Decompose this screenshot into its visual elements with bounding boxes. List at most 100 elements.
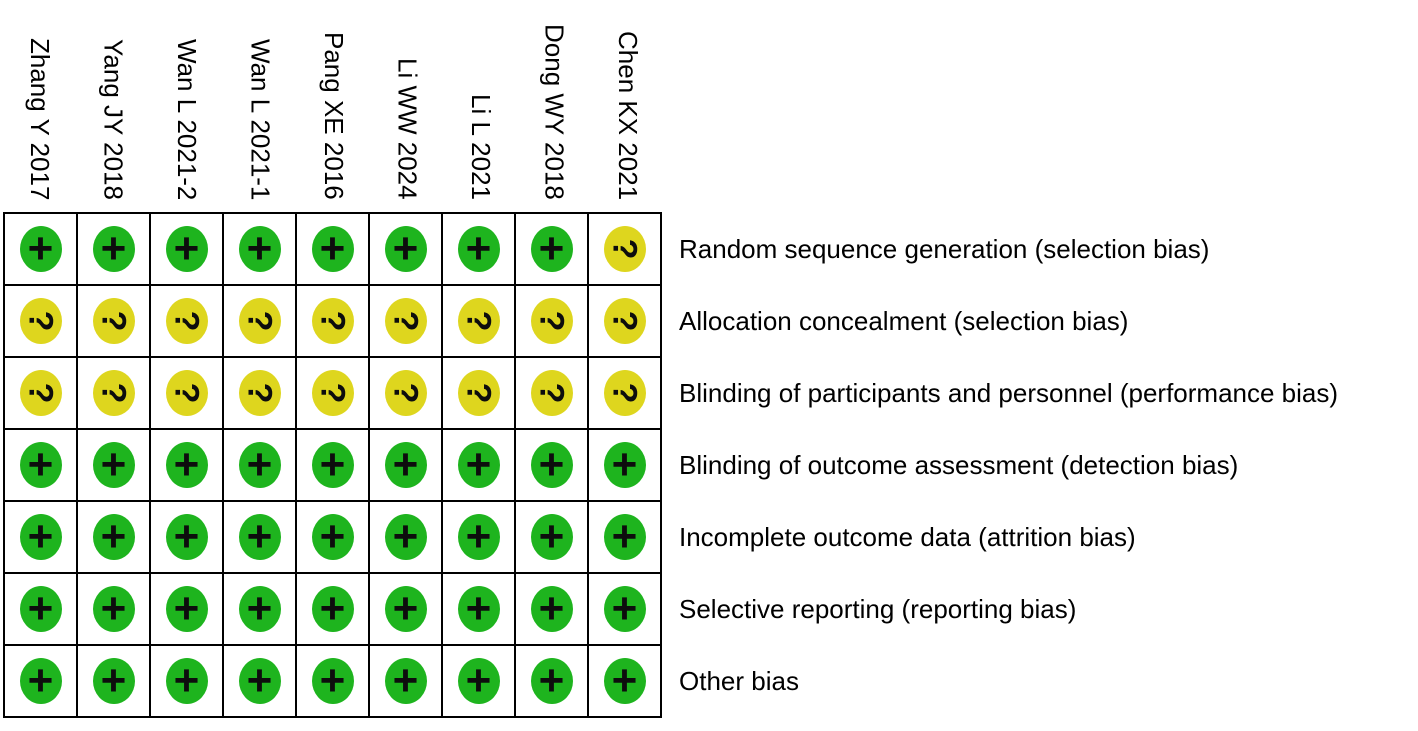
study-name: Pang XE 2016 [318,32,349,200]
plus-icon: + [246,512,273,561]
unclear-risk-circle-icon: ? [457,298,500,344]
question-mark-icon: ? [240,310,279,332]
low-risk-circle-icon: + [603,586,646,632]
low-risk-circle-icon: + [311,514,354,560]
plus-icon: + [27,656,54,705]
plus-icon: + [538,224,565,273]
judgment-cell: ? [76,356,151,430]
judgment-cell: + [76,572,151,646]
plus-icon: + [27,224,54,273]
plus-icon: + [392,512,419,561]
plus-icon: + [100,224,127,273]
judgment-cell: + [222,572,297,646]
low-risk-circle-icon: + [238,658,281,704]
low-risk-circle-icon: + [530,658,573,704]
unclear-risk-circle-icon: ? [603,226,646,272]
judgment-cell: + [441,500,516,574]
unclear-risk-circle-icon: ? [384,298,427,344]
judgment-cell: + [368,572,443,646]
question-mark-icon: ? [167,310,206,332]
judgment-cell: ? [76,284,151,358]
plus-icon: + [465,584,492,633]
plus-icon: + [538,512,565,561]
table-row: + + + + + + + + + Blinding of outcome assessment … [3,428,1339,502]
low-risk-circle-icon: + [603,512,646,561]
judgment-cell: + [514,428,589,502]
judgment-cell: + [76,212,151,286]
table-row: + + + + + + + +? Random sequence generation (sel… [3,212,1339,286]
plus-icon: + [319,224,346,273]
study-header: Yang JY 2018 [77,0,151,209]
judgment-cell: ? [3,356,78,430]
judgment-cell: + [149,500,224,574]
domain-label: Blinding of participants and personnel (… [679,377,1339,408]
judgment-cell: + [222,212,297,286]
judgment-cell: + [441,212,516,286]
judgment-cell: ? [3,284,78,358]
judgment-cell: + [368,500,443,574]
low-risk-circle-icon: + [530,224,573,273]
judgment-cell: + [514,212,589,286]
judgment-cell: + [368,644,443,718]
unclear-risk-circle-icon: ? [311,298,354,344]
study-header: Dong WY 2018 [518,0,592,209]
study-header: Wan L 2021-2 [150,0,224,209]
low-risk-circle-icon: + [165,226,208,272]
study-header: Li WW 2024 [371,0,445,209]
unclear-risk-circle-icon: ? [19,370,62,416]
low-risk-circle-icon: + [92,658,135,704]
study-name: Wan L 2021-2 [171,38,202,200]
question-mark-icon: ? [532,310,571,332]
low-risk-circle-icon: + [19,514,62,560]
domain-label: Other bias [679,665,799,696]
rob-table-body: + + + + + + + +? Random sequence generation (sel… [3,212,1339,718]
low-risk-circle-icon: + [311,586,354,632]
low-risk-circle-icon: + [311,442,354,488]
study-headers: Zhang Y 2017 Yang JY 2018 Wan L 2021-2 Wan … [3,0,665,209]
low-risk-circle-icon: + [603,658,646,704]
plus-icon: + [465,512,492,561]
low-risk-circle-icon: + [457,658,500,704]
low-risk-circle-icon: + [530,586,573,632]
table-row: ????????? Allocation concealment (selecti… [3,284,1339,358]
table-row: ????????? Blinding of participants and pe… [3,356,1339,430]
unclear-risk-circle-icon: ? [384,370,427,416]
judgment-cell: ? [149,356,224,430]
study-header: Pang XE 2016 [297,0,371,209]
table-row: + + + + + + + + + Other bias [3,644,1339,718]
low-risk-circle-icon: + [19,224,62,273]
judgment-cell: ? [587,356,662,430]
judgment-cell: ? [368,356,443,430]
table-row: + + + + + + + + + Selective reporting (reporting … [3,572,1339,646]
low-risk-circle-icon: + [165,514,208,560]
question-mark-icon: ? [167,382,206,404]
low-risk-circle-icon: + [165,658,208,704]
judgment-cell: + [149,212,224,286]
plus-icon: + [392,440,419,489]
judgment-cell: + [587,644,662,718]
judgment-cell: + [441,644,516,718]
question-mark-icon: ? [532,382,571,404]
plus-icon: + [611,512,638,561]
judgment-cell: + [222,500,297,574]
low-risk-circle-icon: + [457,442,500,488]
judgment-cell: ? [222,356,297,430]
plus-icon: + [246,224,273,273]
low-risk-circle-icon: + [19,442,62,488]
judgment-cell: + [295,572,370,646]
judgment-cell: + [222,428,297,502]
study-name: Yang JY 2018 [98,39,129,200]
low-risk-circle-icon: + [384,584,427,633]
study-name: Li WW 2024 [392,58,423,200]
domain-label: Selective reporting (reporting bias) [679,593,1077,624]
unclear-risk-circle-icon: ? [92,298,135,344]
judgment-cell: + [3,212,78,286]
plus-icon: + [392,584,419,633]
study-name: Zhang Y 2017 [24,37,55,200]
plus-icon: + [173,440,200,489]
low-risk-circle-icon: + [92,224,135,273]
low-risk-circle-icon: + [238,224,281,273]
low-risk-circle-icon: + [165,440,208,489]
judgment-cell: ? [295,284,370,358]
low-risk-circle-icon: + [457,226,500,272]
